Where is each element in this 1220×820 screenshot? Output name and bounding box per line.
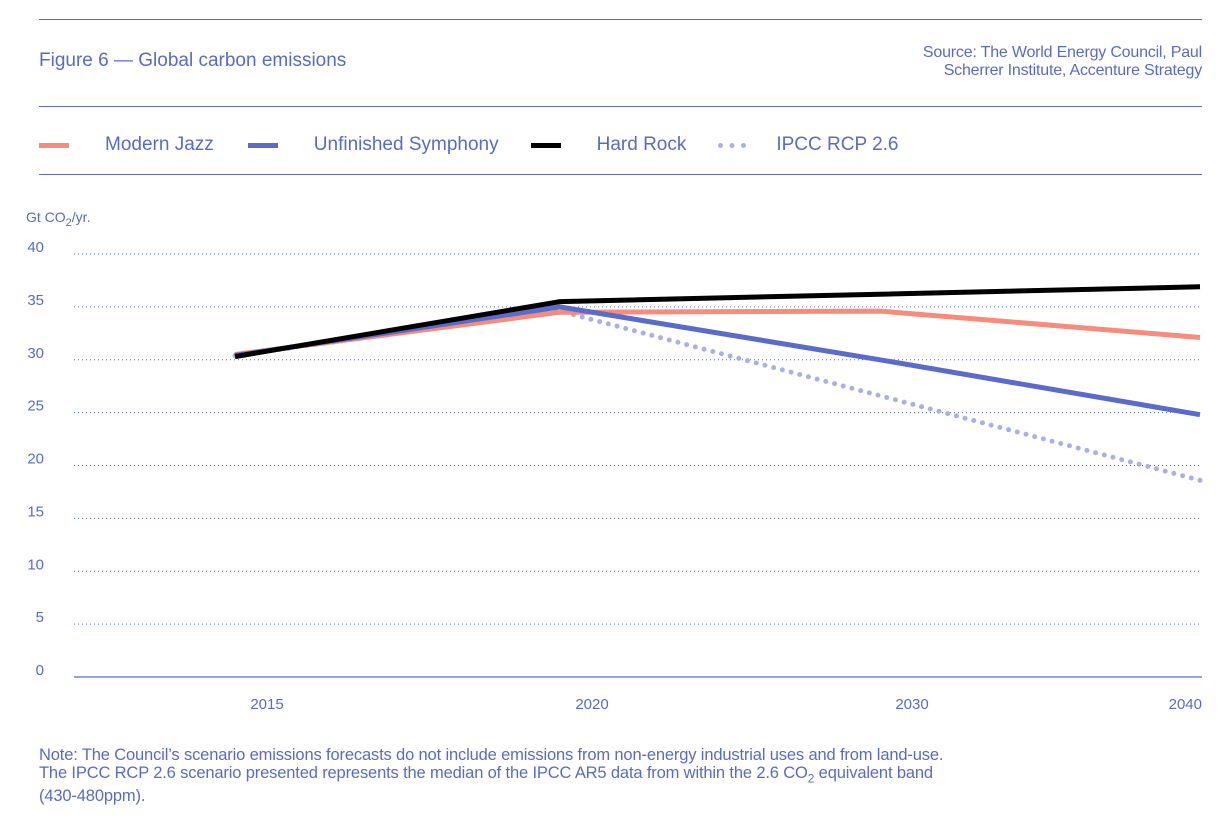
y-tick-label: 10 (27, 556, 44, 573)
y-tick-label: 20 (27, 451, 44, 468)
legend-swatch-ipcc (718, 142, 747, 148)
legend-label: Modern Jazz (105, 134, 214, 155)
series-line-hard-rock (234, 284, 1201, 360)
note-line-2: The IPCC RCP 2.6 scenario presented repr… (39, 764, 1209, 787)
header-rule (39, 106, 1202, 107)
legend: Modern Jazz Unfinished Symphony Hard Roc… (39, 132, 927, 158)
legend-label: IPCC RCP 2.6 (776, 134, 899, 155)
x-tick-label: 2020 (575, 696, 608, 713)
x-tick-label: 2015 (250, 696, 283, 713)
note-line-2-b: equivalent band (814, 764, 933, 782)
note-line-1: Note: The Council’s scenario emissions f… (39, 746, 944, 764)
y-tick-label: 30 (27, 345, 44, 362)
y-axis-ticks: 0 5 10 15 20 25 30 35 40 (27, 239, 44, 679)
figure-title: Figure 6 — Global carbon emissions (39, 50, 347, 71)
legend-item-modern-jazz: Modern Jazz (39, 134, 214, 156)
footnote: Note: The Council’s scenario emissions f… (39, 746, 1209, 805)
series-lines (232, 284, 1203, 483)
note-co2-subscript: 2 (807, 771, 815, 786)
legend-swatch-unfinished-symphony (247, 142, 278, 148)
y-tick-label: 15 (27, 503, 44, 520)
y-tick-label: 25 (27, 398, 44, 415)
x-axis-ticks: 2015 2020 2030 2040 (250, 696, 1202, 713)
x-tick-label: 2040 (1169, 696, 1202, 713)
y-tick-label: 40 (27, 239, 44, 256)
legend-label: Hard Rock (596, 134, 687, 155)
x-tick-label: 2030 (895, 696, 928, 713)
y-tick-label: 35 (27, 292, 44, 309)
note-line-2-a: The IPCC RCP 2.6 scenario presented repr… (39, 764, 808, 782)
y-tick-label: 0 (36, 662, 44, 679)
top-rule (39, 19, 1202, 20)
y-tick-label: 5 (36, 609, 44, 626)
legend-rule (39, 174, 1202, 175)
gridlines (74, 253, 1202, 678)
note-line-3: (430-480ppm). (39, 787, 146, 806)
source-line-2: Scherrer Institute, Accenture Strategy (943, 62, 1203, 79)
source-credit: Source: The World Energy Council, Paul S… (923, 44, 1202, 80)
source-line-1: Source: The World Energy Council, Paul (922, 44, 1202, 61)
legend-item-ipcc: IPCC RCP 2.6 (718, 134, 899, 156)
unit-prefix: Gt CO (26, 209, 66, 225)
legend-label: Unfinished Symphony (313, 134, 499, 155)
unit-subscript: 2 (65, 216, 72, 229)
legend-swatch-modern-jazz (39, 142, 69, 148)
legend-swatch-hard-rock (530, 142, 561, 148)
unit-suffix: /yr. (71, 209, 91, 225)
y-axis-unit: Gt CO2/yr. (26, 209, 90, 229)
legend-item-unfinished-symphony: Unfinished Symphony (247, 134, 499, 156)
legend-item-hard-rock: Hard Rock (530, 134, 687, 156)
